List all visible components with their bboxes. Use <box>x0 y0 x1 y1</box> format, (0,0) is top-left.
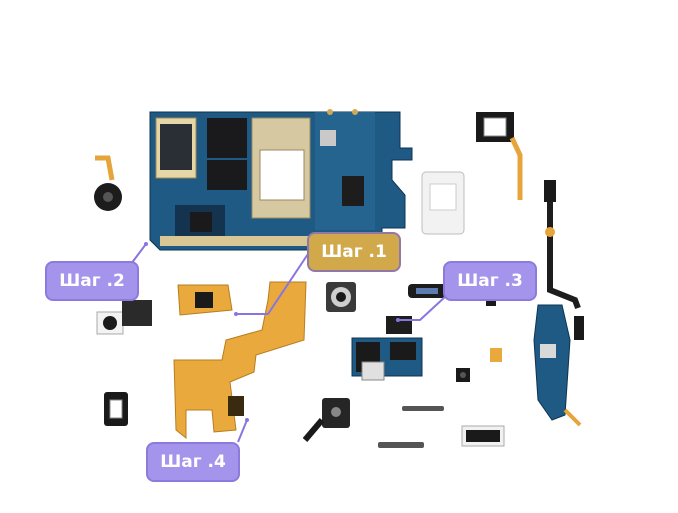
display-connector-icon <box>177 284 233 316</box>
motherboard-icon <box>149 109 413 251</box>
earpiece-speaker-icon <box>476 112 523 200</box>
speaker-module-icon <box>461 425 505 447</box>
leader-line-step1 <box>236 253 309 315</box>
secondary-camera-icon <box>456 348 502 382</box>
step-2-label: Шаг .2 <box>45 261 139 301</box>
antenna-flex-icon <box>544 180 581 310</box>
audio-jack-icon <box>302 398 350 442</box>
step-3-label: Шаг .3 <box>443 261 537 301</box>
shield-bracket-icon <box>421 171 465 235</box>
loudspeaker-icon <box>104 392 128 426</box>
leader-line-step3 <box>398 295 447 321</box>
leader-lines <box>124 243 447 443</box>
flex-cable-icon <box>173 281 307 440</box>
step-1-label: Шаг .1 <box>307 232 401 272</box>
sim-card-tray-board-icon <box>351 316 423 381</box>
camera-module-icon <box>96 300 152 335</box>
step-4-label: Шаг .4 <box>146 442 240 482</box>
vibration-motor-icon <box>94 155 122 211</box>
front-camera-icon <box>326 282 356 312</box>
side-buttons-icon <box>378 406 444 448</box>
usb-port-board-icon <box>533 304 584 427</box>
leader-line-step4 <box>237 419 248 443</box>
